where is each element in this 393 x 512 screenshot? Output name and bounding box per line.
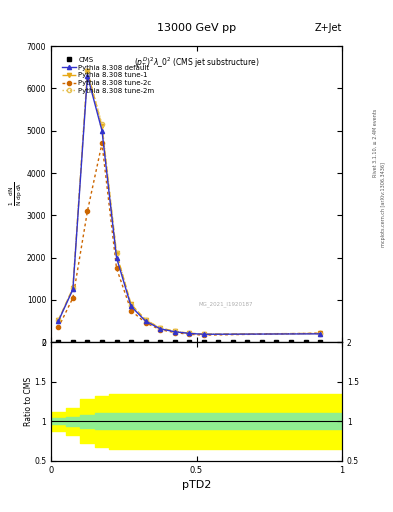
Pythia 8.308 tune-2m: [114, 250, 119, 257]
CMS: [231, 339, 235, 346]
Pythia 8.308 tune-2m: [143, 317, 148, 323]
Pythia 8.308 default: [143, 318, 148, 324]
Pythia 8.308 tune-2m: [100, 121, 105, 127]
Pythia 8.308 default: [100, 127, 105, 134]
Pythia 8.308 tune-2m: [158, 325, 163, 331]
CMS: [187, 339, 192, 346]
Pythia 8.308 tune-2c: [318, 330, 323, 336]
Pythia 8.308 tune-2m: [85, 69, 90, 75]
CMS: [274, 339, 279, 346]
CMS: [129, 339, 134, 346]
Pythia 8.308 default: [318, 331, 323, 337]
Pythia 8.308 tune-1: [187, 330, 192, 336]
Text: mcplots.cern.ch [arXiv:1306.3436]: mcplots.cern.ch [arXiv:1306.3436]: [381, 162, 386, 247]
CMS: [289, 339, 294, 346]
Pythia 8.308 tune-2c: [85, 208, 90, 214]
Line: Pythia 8.308 tune-2m: Pythia 8.308 tune-2m: [56, 70, 322, 336]
CMS: [303, 339, 308, 346]
Pythia 8.308 tune-2m: [202, 331, 206, 337]
Pythia 8.308 default: [56, 318, 61, 324]
Pythia 8.308 tune-1: [158, 325, 163, 331]
Pythia 8.308 default: [129, 303, 134, 309]
Pythia 8.308 tune-2c: [100, 140, 105, 146]
CMS: [71, 339, 75, 346]
CMS: [173, 339, 177, 346]
Pythia 8.308 tune-1: [318, 330, 323, 336]
Legend: CMS, Pythia 8.308 default, Pythia 8.308 tune-1, Pythia 8.308 tune-2c, Pythia 8.3: CMS, Pythia 8.308 default, Pythia 8.308 …: [61, 55, 156, 95]
Pythia 8.308 default: [158, 326, 163, 332]
Text: $(p_T^D)^2\lambda\_0^2$ (CMS jet substructure): $(p_T^D)^2\lambda\_0^2$ (CMS jet substru…: [134, 55, 259, 70]
Text: Z+Jet: Z+Jet: [314, 23, 342, 33]
CMS: [318, 339, 323, 346]
Pythia 8.308 tune-1: [71, 285, 75, 291]
CMS: [245, 339, 250, 346]
CMS: [260, 339, 264, 346]
Pythia 8.308 tune-1: [114, 250, 119, 257]
CMS: [114, 339, 119, 346]
Text: Rivet 3.1.10, ≥ 2.4M events: Rivet 3.1.10, ≥ 2.4M events: [373, 109, 378, 178]
Pythia 8.308 tune-2m: [173, 328, 177, 334]
Pythia 8.308 tune-1: [100, 123, 105, 130]
Pythia 8.308 tune-2c: [202, 332, 206, 338]
Pythia 8.308 default: [173, 329, 177, 335]
Pythia 8.308 tune-2c: [187, 331, 192, 337]
Pythia 8.308 tune-2c: [158, 327, 163, 333]
Pythia 8.308 tune-2c: [143, 320, 148, 326]
CMS: [202, 339, 206, 346]
Pythia 8.308 tune-1: [129, 301, 134, 307]
Pythia 8.308 tune-1: [85, 69, 90, 75]
Pythia 8.308 tune-1: [173, 328, 177, 334]
Pythia 8.308 tune-2m: [71, 285, 75, 291]
Pythia 8.308 tune-2c: [56, 325, 61, 331]
Pythia 8.308 default: [71, 286, 75, 292]
Pythia 8.308 default: [85, 73, 90, 79]
X-axis label: pTD2: pTD2: [182, 480, 211, 490]
CMS: [56, 339, 61, 346]
Pythia 8.308 default: [187, 330, 192, 336]
Pythia 8.308 tune-2c: [129, 308, 134, 314]
CMS: [158, 339, 163, 346]
Pythia 8.308 default: [202, 331, 206, 337]
CMS: [85, 339, 90, 346]
CMS: [100, 339, 105, 346]
Text: MG_2021_I1920187: MG_2021_I1920187: [198, 301, 253, 307]
Line: CMS: CMS: [57, 340, 322, 344]
Pythia 8.308 tune-1: [143, 317, 148, 323]
CMS: [143, 339, 148, 346]
Line: Pythia 8.308 tune-2c: Pythia 8.308 tune-2c: [56, 141, 322, 337]
Pythia 8.308 default: [114, 254, 119, 261]
Pythia 8.308 tune-2c: [173, 330, 177, 336]
Pythia 8.308 tune-2c: [71, 295, 75, 301]
Pythia 8.308 tune-2c: [114, 265, 119, 271]
Pythia 8.308 tune-1: [56, 317, 61, 324]
Y-axis label: Ratio to CMS: Ratio to CMS: [24, 377, 33, 426]
Pythia 8.308 tune-1: [202, 331, 206, 337]
Line: Pythia 8.308 default: Pythia 8.308 default: [56, 74, 322, 336]
Pythia 8.308 tune-2m: [318, 330, 323, 336]
Y-axis label: $\frac{1}{\rm N}\,\frac{dN}{dp\,d\lambda}$: $\frac{1}{\rm N}\,\frac{dN}{dp\,d\lambda…: [8, 182, 25, 206]
Pythia 8.308 tune-2m: [187, 330, 192, 336]
Pythia 8.308 tune-2m: [129, 302, 134, 308]
Line: Pythia 8.308 tune-1: Pythia 8.308 tune-1: [56, 70, 322, 336]
Text: 13000 GeV pp: 13000 GeV pp: [157, 23, 236, 33]
Pythia 8.308 tune-2m: [56, 317, 61, 324]
CMS: [216, 339, 221, 346]
